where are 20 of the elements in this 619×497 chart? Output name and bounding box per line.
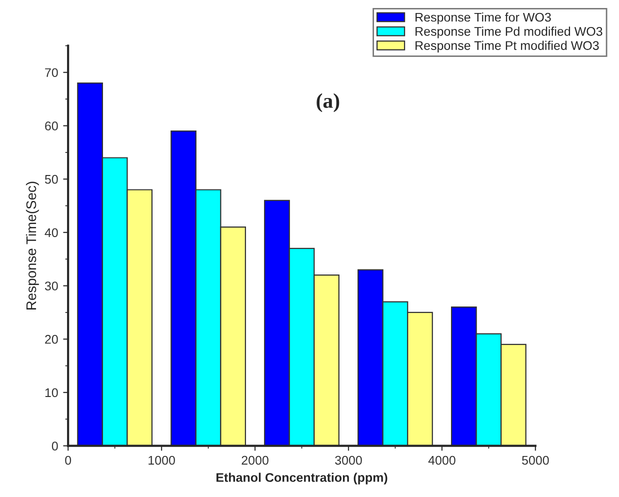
y-tick-label: 50 [44, 174, 58, 184]
x-tick-label: 0 [65, 456, 72, 465]
y-tick-label: 70 [45, 68, 58, 78]
y-tick-label: 60 [45, 122, 58, 130]
y-tick-label: 30 [44, 282, 58, 290]
legend-label: Response Time for WO3 [416, 12, 551, 24]
y-tick-label: 20 [45, 334, 58, 344]
annotation: (a) [316, 93, 340, 112]
x-axis-title: Ethanol Concentration (ppm) [216, 472, 388, 484]
x-tick-label: 4000 [428, 456, 456, 465]
x-tick-label: 5000 [522, 456, 549, 465]
x-tick-label: 3000 [335, 456, 362, 465]
x-tick-label: 1000 [148, 456, 175, 465]
legend-label: Response Time Pt modified WO3 [416, 40, 599, 52]
y-tick-label: 10 [45, 388, 58, 398]
y-tick-label: 40 [44, 228, 58, 238]
legend-label: Response Time Pd modified WO3 [416, 26, 602, 38]
y-tick-label: 0 [52, 442, 58, 450]
y-axis-title: Response Time(Sec) [26, 182, 39, 310]
x-tick-label: 2000 [242, 456, 268, 465]
